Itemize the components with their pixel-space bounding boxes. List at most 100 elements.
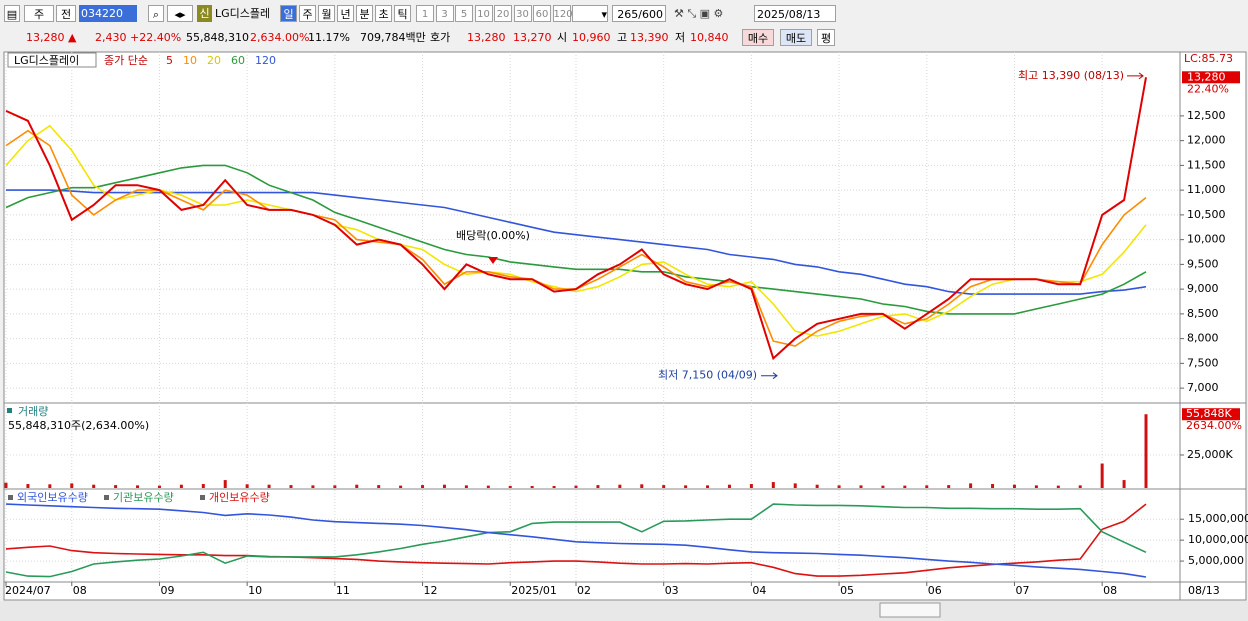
volume-bar	[640, 484, 644, 488]
high-arrow	[1127, 72, 1144, 80]
low-label: 저	[675, 31, 686, 44]
volume-bar	[442, 484, 446, 488]
x-tick-label: 08	[1103, 584, 1117, 597]
x-tick-label: 05	[840, 584, 854, 597]
quote-open: 10,960	[572, 31, 611, 44]
legend-label: 기관보유수량	[113, 491, 174, 504]
volume-bar	[355, 484, 359, 488]
nav-arrows[interactable]: ◂▸	[167, 5, 193, 22]
volume-bar	[552, 486, 556, 488]
interval-button[interactable]: 1	[416, 5, 434, 22]
y-tick-label: 11,500	[1187, 158, 1226, 171]
x-tick-label: 06	[928, 584, 942, 597]
avg-button[interactable]: 평	[817, 29, 835, 46]
interval-button[interactable]: 120	[552, 5, 573, 22]
volume-bar	[925, 485, 929, 488]
period-button[interactable]: 일	[280, 5, 297, 22]
dividend-annotation: 배당락(0.00%)	[456, 229, 530, 242]
volume-bar	[486, 485, 490, 488]
quote-bid: 13,270	[513, 31, 552, 44]
volume-bar	[903, 485, 907, 488]
count-input[interactable]: 265/600	[612, 5, 666, 22]
period-button[interactable]: 초	[375, 5, 392, 22]
interval-button[interactable]: 5	[455, 5, 473, 22]
volume-pct: 2634.00%	[1186, 419, 1242, 432]
search-button[interactable]: ⌕	[148, 5, 164, 22]
series-line	[5, 124, 1147, 337]
y-tick-label: 11,000	[1187, 183, 1226, 196]
period-button[interactable]: 틱	[394, 5, 411, 22]
interval-button[interactable]: 20	[494, 5, 512, 22]
lc-label: LC:85.73	[1184, 52, 1233, 65]
x-tick-label: 03	[665, 584, 679, 597]
interval-button[interactable]: 30	[513, 5, 532, 22]
y-tick-label: 15,000,000	[1188, 512, 1248, 525]
legend-label: 외국인보유수량	[17, 491, 88, 504]
buy-button[interactable]: 매수	[742, 29, 774, 46]
volume-bar	[48, 484, 52, 488]
series-line	[5, 503, 1147, 577]
quote-bar: 13,280 ▲ 2,430 +22.40% 55,848,310 2,634.…	[0, 27, 1248, 49]
volume-bar	[245, 484, 249, 488]
high-annotation: 최고 13,390 (08/13)	[1018, 69, 1124, 82]
stock-name: LG디스플레	[215, 7, 271, 20]
interval-dropdown[interactable]: ▾	[572, 5, 608, 22]
date-input[interactable]: 2025/08/13	[754, 5, 836, 22]
volume-bar	[1078, 485, 1082, 488]
x-tick-label: 10	[248, 584, 262, 597]
x-tick-label: 11	[336, 584, 350, 597]
quote-high: 13,390	[630, 31, 669, 44]
x-tick-label: 04	[752, 584, 766, 597]
quote-low: 10,840	[690, 31, 729, 44]
quote-volume: 55,848,310	[186, 31, 249, 44]
period-button[interactable]: 주	[299, 5, 316, 22]
interval-button[interactable]: 10	[474, 5, 493, 22]
legend-title: 종가 단순	[104, 54, 148, 67]
volume-bar	[706, 485, 710, 488]
market-select[interactable]: 주	[24, 5, 54, 22]
period-button[interactable]: 분	[356, 5, 373, 22]
y-tick-label: 8,000	[1187, 332, 1219, 345]
y-tick-label: 10,500	[1187, 208, 1226, 221]
quote-ask: 13,280	[467, 31, 506, 44]
quote-amount: 709,784백만	[360, 31, 426, 44]
y-tick-label: 9,000	[1187, 282, 1219, 295]
period-button[interactable]: 년	[337, 5, 354, 22]
y-tick-label: 10,000	[1187, 233, 1226, 246]
tool-icons[interactable]: ⚒ ⤡ ▣ ⚙	[674, 7, 724, 20]
interval-button[interactable]: 60	[533, 5, 551, 22]
title-box	[7, 52, 97, 68]
volume-bar	[333, 485, 337, 488]
volume-bar	[399, 485, 403, 488]
scroll-buttons[interactable]	[879, 602, 941, 618]
menu-icon[interactable]: ▤	[4, 5, 20, 22]
volume-subtitle: 55,848,310주(2,634.00%)	[8, 419, 149, 432]
volume-label: 55,848K	[1186, 407, 1232, 420]
interval-button[interactable]: 3	[435, 5, 454, 22]
ask-label: 호가	[430, 31, 451, 44]
dividend-marker	[488, 257, 498, 264]
volume-bar	[618, 484, 622, 488]
volume-bar	[947, 485, 951, 488]
code-input[interactable]: 034220	[79, 5, 137, 22]
all-select[interactable]: 전	[56, 5, 76, 22]
period-button[interactable]: 월	[318, 5, 335, 22]
volume-bar	[267, 484, 271, 488]
legend-label: 5	[166, 54, 173, 67]
volume-bar	[201, 484, 205, 488]
low-annotation: 최저 7,150 (04/09)	[658, 369, 757, 382]
sell-button[interactable]: 매도	[780, 29, 812, 46]
volume-bar	[1012, 484, 1016, 488]
volume-bar	[1144, 414, 1148, 488]
volume-bar	[464, 485, 468, 488]
volume-bar	[596, 485, 600, 488]
y-tick-label: 10,000,000	[1188, 533, 1248, 546]
volume-bar	[92, 484, 96, 488]
current-price-box	[1182, 71, 1240, 84]
legend-marker	[7, 408, 12, 413]
y-tick-label: 7,500	[1187, 356, 1219, 369]
scrollbar[interactable]	[0, 601, 1248, 621]
legend-label: 10	[183, 54, 197, 67]
x-tick-label: 02	[577, 584, 591, 597]
